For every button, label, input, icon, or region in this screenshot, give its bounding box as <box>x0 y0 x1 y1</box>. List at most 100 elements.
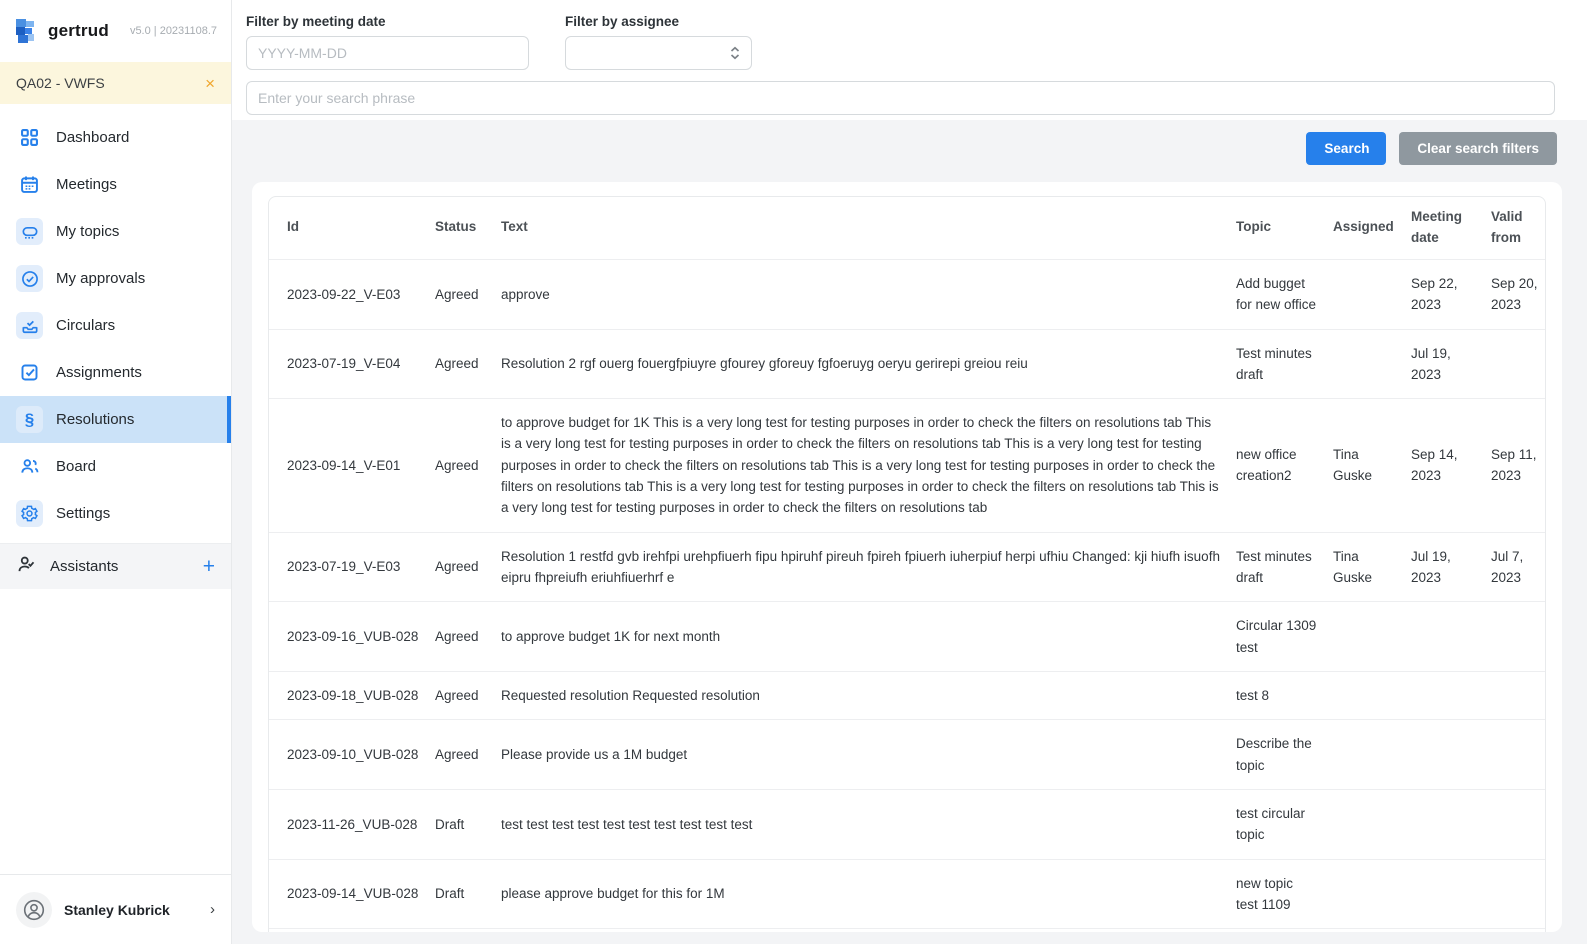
cell-assigned <box>1327 602 1405 672</box>
cell-meeting-date: Sep 22, 2023 <box>1411 275 1458 313</box>
cell-meeting-date <box>1405 929 1485 932</box>
results-card: Id Status Text Topic Assigned Meeting da… <box>252 182 1562 932</box>
sidebar-item-my-topics[interactable]: My topics <box>0 208 231 255</box>
check-circle-icon <box>16 265 43 292</box>
cell-status: Agreed <box>429 929 495 932</box>
cell-status: Draft <box>435 886 465 902</box>
gear-icon <box>16 500 43 527</box>
cell-topic: Add bugget for new office <box>1236 275 1317 313</box>
select-chevrons-icon <box>730 46 740 60</box>
sidebar-item-assistants[interactable]: Assistants + <box>0 543 231 589</box>
cell-id: 2023-07-19_V-E04 <box>287 356 401 372</box>
table-row[interactable]: 2023-09-18_VUB-028 Agreed Requested reso… <box>269 671 1545 720</box>
assistant-person-check-icon <box>16 554 37 579</box>
clear-search-filters-button[interactable]: Clear search filters <box>1399 132 1557 165</box>
inbox-icon <box>16 312 43 339</box>
sidebar-item-label: My topics <box>56 223 120 240</box>
meeting-date-input[interactable] <box>246 36 529 70</box>
cell-assigned: Tina Guske <box>1333 548 1373 586</box>
sidebar-item-board[interactable]: Board <box>0 443 231 490</box>
cell-valid-from <box>1485 672 1545 720</box>
column-header-text: Text <box>501 219 528 235</box>
cell-text: Requested resolution Requested resolutio… <box>501 688 760 704</box>
table-row[interactable]: 2023-09-22_V-E03 Agreed approve Add bugg… <box>269 259 1545 329</box>
meeting-date-filter: Filter by meeting date <box>246 14 529 70</box>
cell-valid-from <box>1485 859 1545 929</box>
calendar-icon <box>16 171 43 198</box>
user-menu[interactable]: Stanley Kubrick › <box>0 874 231 944</box>
cell-assigned <box>1327 720 1405 790</box>
cell-status: Agreed <box>435 356 479 372</box>
checkbox-icon <box>16 359 43 386</box>
table-row[interactable]: 2023-09-10_VUB-028 Agreed Please provide… <box>269 719 1545 790</box>
sidebar-item-meetings[interactable]: Meetings <box>0 161 231 208</box>
sidebar-item-assignments[interactable]: Assignments <box>0 349 231 396</box>
avatar <box>16 891 52 928</box>
cell-topic: Test minutes draft <box>1236 548 1312 586</box>
main-content: Filter by meeting date Filter by assigne… <box>232 0 1587 944</box>
action-buttons: Search Clear search filters <box>1306 132 1557 165</box>
sidebar-item-my-approvals[interactable]: My approvals <box>0 255 231 302</box>
add-assistant-icon[interactable]: + <box>202 554 215 578</box>
cell-assigned <box>1327 790 1405 860</box>
cell-id: 2023-09-18_VUB-028 <box>287 688 419 704</box>
sidebar-item-label: Meetings <box>56 176 117 193</box>
sidebar-item-settings[interactable]: Settings <box>0 490 231 537</box>
cell-valid-from <box>1485 929 1545 932</box>
cell-meeting-date: Jul 19, 2023 <box>1411 548 1451 586</box>
cell-valid-from: Sep 20, 2023 <box>1491 275 1538 313</box>
cell-meeting-date <box>1405 602 1485 672</box>
cell-text: approve <box>501 286 550 302</box>
cell-status: Agreed <box>435 457 479 473</box>
assistants-label: Assistants <box>50 558 119 575</box>
table-row[interactable]: 2023-07-19_V-E04 Agreed Resolution 2 rgf… <box>269 329 1545 399</box>
paragraph-icon: § <box>16 406 43 433</box>
close-icon[interactable]: × <box>205 73 215 93</box>
cell-status: Agreed <box>435 559 479 575</box>
cell-valid-from <box>1485 329 1545 399</box>
resolutions-table: Id Status Text Topic Assigned Meeting da… <box>269 197 1545 932</box>
cell-status: Draft <box>435 816 465 832</box>
search-phrase-input[interactable] <box>246 81 1555 115</box>
sidebar-nav: Dashboard Meetings My topics <box>0 104 231 537</box>
sidebar-item-resolutions[interactable]: § Resolutions <box>0 396 231 443</box>
cell-id: 2023-09-22_V-E03 <box>287 286 401 302</box>
table-row[interactable]: 2023-09-14_V-E01 Agreed to approve budge… <box>269 398 1545 533</box>
cell-meeting-date <box>1405 720 1485 790</box>
cell-meeting-date <box>1405 859 1485 929</box>
search-button[interactable]: Search <box>1306 132 1387 165</box>
cell-topic: test circular topic <box>1236 806 1306 843</box>
table-row[interactable]: 2023-09-18_VUB-028 Agreed test something… <box>269 928 1545 932</box>
column-header-id: Id <box>287 219 299 235</box>
cell-assigned <box>1327 329 1405 399</box>
logo-row: gertrud v5.0 | 20231108.7 <box>0 0 231 62</box>
cell-id: 2023-09-14_V-E01 <box>287 457 401 473</box>
cell-status: Agreed <box>435 629 479 645</box>
table-row[interactable]: 2023-09-16_VUB-028 Agreed to approve bud… <box>269 601 1545 672</box>
sidebar-item-dashboard[interactable]: Dashboard <box>0 114 231 161</box>
assignee-select[interactable] <box>565 36 752 70</box>
cell-id: 2023-11-26_VUB-028 <box>287 816 418 832</box>
table-row[interactable]: 2023-11-26_VUB-028 Draft test test test … <box>269 789 1545 860</box>
cell-id: 2023-09-16_VUB-028 <box>287 629 419 645</box>
dashboard-icon <box>16 124 43 151</box>
workspace-banner: QA02 - VWFS × <box>0 62 231 104</box>
cell-valid-from: Jul 7, 2023 <box>1491 548 1524 586</box>
cell-meeting-date: Jul 19, 2023 <box>1411 345 1451 382</box>
cell-text: to approve budget 1K for next month <box>501 629 721 645</box>
table-row[interactable]: 2023-07-19_V-E03 Agreed Resolution 1 res… <box>269 532 1545 602</box>
table-row[interactable]: 2023-09-14_VUB-028 Draft please approve … <box>269 859 1545 929</box>
filter-section: Filter by meeting date Filter by assigne… <box>232 0 1587 115</box>
meeting-date-label: Filter by meeting date <box>246 14 386 29</box>
cell-text: please approve budget for this for 1M <box>501 886 725 902</box>
cell-id: 2023-09-18_VUB-028 <box>269 929 429 932</box>
cell-assigned: Tina Guske <box>1333 447 1373 484</box>
sidebar-item-circulars[interactable]: Circulars <box>0 302 231 349</box>
column-header-assigned: Assigned <box>1333 219 1394 235</box>
cell-assigned <box>1327 672 1405 720</box>
cell-valid-from <box>1485 602 1545 672</box>
people-icon <box>16 453 43 480</box>
cell-text: test test test test test test test test … <box>501 816 753 832</box>
cell-status: Agreed <box>435 747 479 763</box>
sidebar-spacer <box>0 589 231 874</box>
